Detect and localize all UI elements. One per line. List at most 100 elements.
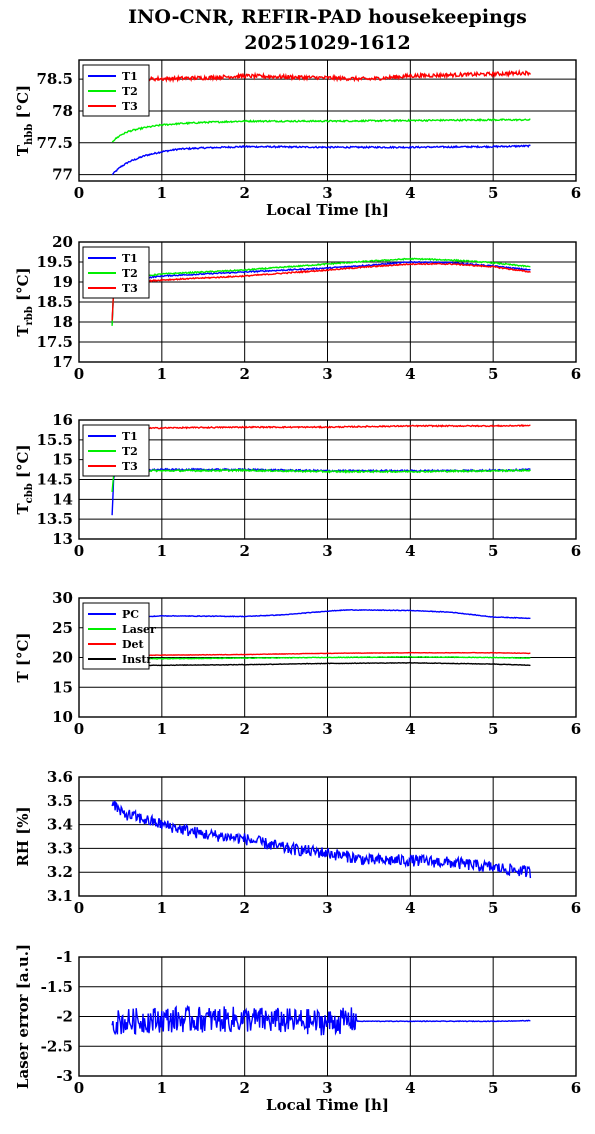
y-tick-label: 78.5: [36, 70, 73, 88]
x-tick-label: 3: [322, 365, 332, 383]
y-tick-label: 19: [52, 273, 73, 291]
x-tick-label: 6: [571, 365, 581, 383]
x-tick-label: 1: [157, 365, 167, 383]
x-tick-label: 1: [157, 1079, 167, 1097]
x-tick-label: 1: [157, 720, 167, 738]
panel-2: 0 1 2 3 4 5 6 17 17.5 18 18.5 19 19.5 20 Trbb [°C] T1 T2…: [14, 233, 581, 383]
panel-5: 0 1 2 3 4 5 6 3.1 3.2 3.3 3.4 3.5 3.6 RH [%]: [14, 768, 581, 917]
x-tick-label: 1: [157, 899, 167, 917]
x-axis-label: Local Time [h]: [266, 201, 389, 219]
y-tick-label: 78: [52, 102, 73, 120]
legend-label: Det: [122, 638, 145, 651]
series-line-t3: [111, 423, 531, 431]
plot-frame: [78, 597, 577, 718]
x-tick-label: 4: [405, 184, 415, 202]
y-tick-label: -2.5: [41, 1037, 73, 1055]
x-tick-label: 0: [74, 184, 84, 202]
y-tick-label: 3.1: [47, 887, 73, 905]
x-tick-label: 3: [322, 542, 332, 560]
y-tick-label: 3.6: [47, 768, 73, 786]
y-tick-label: 18: [52, 313, 73, 331]
y-axis-label: Laser error [a.u.]: [14, 944, 32, 1089]
legend-label: T3: [122, 460, 138, 473]
legend-label: Laser: [122, 623, 156, 636]
y-tick-label: 15.5: [36, 431, 73, 449]
legend: T1 T2 T3: [82, 424, 150, 477]
legend-label: T1: [122, 430, 138, 443]
legend-label: T2: [122, 267, 138, 280]
legend-label: T3: [122, 282, 138, 295]
x-tick-label: 0: [74, 1079, 84, 1097]
y-tick-label: 20: [52, 649, 73, 667]
x-tick-label: 5: [488, 720, 498, 738]
x-tick-label: 6: [571, 542, 581, 560]
plot-frame: [78, 59, 577, 182]
x-tick-label: 5: [488, 184, 498, 202]
chart-title-line-2: 20251029-1612: [244, 32, 411, 54]
y-tick-label: -2: [56, 1008, 73, 1026]
x-tick-label: 5: [488, 1079, 498, 1097]
x-tick-label: 0: [74, 542, 84, 560]
legend-label: PC: [122, 608, 139, 621]
y-tick-label: -1: [56, 948, 73, 966]
series-line-laser: [112, 655, 531, 660]
y-tick-label: -1.5: [41, 978, 73, 996]
legend: T1 T2 T3: [82, 246, 150, 299]
y-axis-label: RH [%]: [14, 806, 32, 866]
x-tick-label: 2: [239, 542, 249, 560]
x-tick-label: 4: [405, 1079, 415, 1097]
legend: T1 T2 T3: [82, 64, 150, 117]
x-tick-label: 2: [239, 899, 249, 917]
x-tick-label: 5: [488, 899, 498, 917]
y-tick-label: 14.5: [36, 471, 73, 489]
x-tick-label: 6: [571, 1079, 581, 1097]
y-axis-label: T [°C]: [14, 632, 32, 682]
y-tick-label: 15: [52, 678, 73, 696]
panel-4: 0 1 2 3 4 5 6 10 15 20 25 30 T [°C] PC Laser Det Instr: [14, 589, 581, 738]
y-tick-label: 77.5: [36, 134, 73, 152]
x-tick-label: 6: [571, 720, 581, 738]
x-tick-label: 3: [322, 899, 332, 917]
x-tick-label: 4: [405, 365, 415, 383]
y-tick-label: 13: [52, 530, 73, 548]
y-tick-label: 17: [52, 353, 73, 371]
y-tick-label: 10: [52, 708, 73, 726]
series-line-data: [111, 800, 532, 879]
series-line-instr: [111, 661, 531, 667]
y-tick-label: 25: [52, 619, 73, 637]
series-line-pc: [111, 609, 531, 620]
series-line-t3: [112, 69, 532, 85]
x-tick-label: 6: [571, 899, 581, 917]
x-tick-label: 2: [239, 365, 249, 383]
series-line-t2: [111, 257, 531, 326]
y-tick-label: 17.5: [36, 333, 73, 351]
y-tick-label: 20: [52, 233, 73, 251]
y-tick-label: 14: [52, 490, 73, 508]
series-line-t1: [111, 467, 531, 516]
x-tick-label: 3: [322, 720, 332, 738]
y-tick-label: 13.5: [36, 510, 73, 528]
y-tick-label: 3.5: [47, 792, 73, 810]
legend-label: Instr: [122, 653, 152, 666]
x-tick-label: 6: [571, 184, 581, 202]
x-tick-label: 3: [322, 184, 332, 202]
y-axis-label: Trbb [°C]: [14, 267, 35, 336]
y-tick-label: 19.5: [36, 253, 73, 271]
legend-label: T1: [122, 70, 138, 83]
chart-title: INO-CNR, REFIR-PAD housekeepings 2025102…: [0, 4, 595, 56]
panel-1: 0 1 2 3 4 5 6 77 77.5 78 78.5 Local Time [h] Thbb [°…: [14, 59, 581, 219]
y-tick-label: 3.3: [47, 839, 73, 857]
x-tick-label: 2: [239, 184, 249, 202]
y-tick-label: 77: [52, 166, 73, 184]
legend: PC Laser Det Instr: [82, 602, 156, 670]
legend-label: T3: [122, 100, 138, 113]
x-tick-label: 1: [157, 184, 167, 202]
x-tick-label: 0: [74, 720, 84, 738]
y-tick-label: -3: [56, 1067, 73, 1085]
series-line-t3: [111, 262, 531, 321]
x-tick-label: 0: [74, 365, 84, 383]
x-axis-label: Local Time [h]: [266, 1096, 389, 1114]
legend-label: T1: [122, 252, 138, 265]
